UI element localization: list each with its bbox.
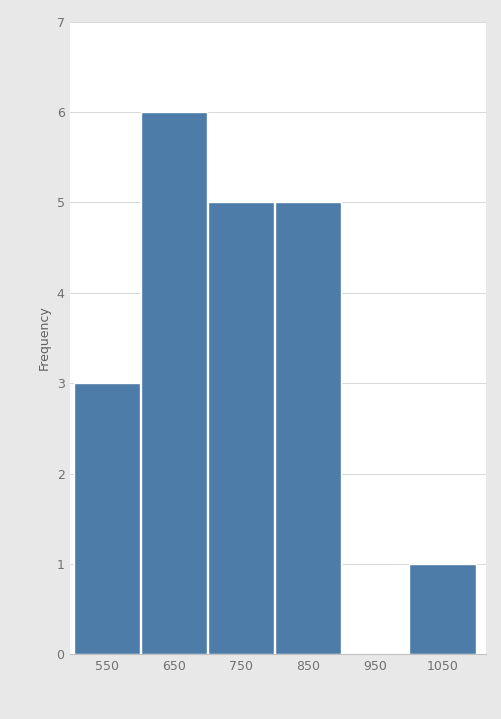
Y-axis label: Frequency: Frequency [38,306,51,370]
Bar [141,112,207,654]
Bar [74,383,140,654]
Bar [208,202,275,654]
Bar [409,564,475,654]
Bar [275,202,342,654]
